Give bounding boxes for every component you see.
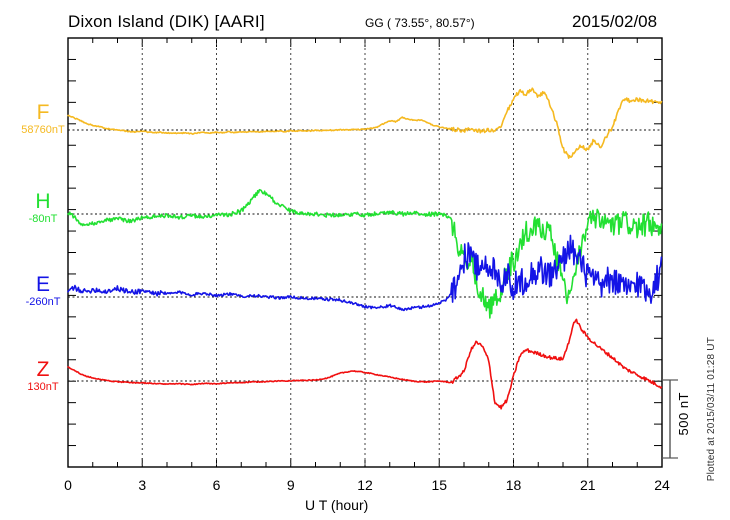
- x-tick-label: 6: [212, 477, 221, 493]
- x-tick-label: 15: [431, 477, 448, 493]
- component-baseline-e: -260nT: [25, 296, 61, 308]
- component-baseline-z: 130nT: [27, 381, 59, 393]
- component-name-h: H: [35, 190, 51, 213]
- observation-date: 2015/02/08: [572, 12, 658, 31]
- component-name-e: E: [35, 273, 50, 296]
- component-label-z: Z 130nT: [8, 358, 78, 394]
- x-tick-label: 0: [64, 477, 72, 493]
- x-tick-label: 24: [654, 477, 670, 493]
- x-tick-label: 9: [286, 477, 295, 493]
- trace-lines: [67, 87, 663, 410]
- x-tick-label: 21: [579, 477, 596, 493]
- component-label-h: H -80nT: [8, 190, 78, 226]
- grid-lines: [141, 38, 589, 467]
- component-name-z: Z: [36, 358, 50, 381]
- scale-bar: [662, 379, 678, 459]
- x-tick-label: 18: [505, 477, 522, 493]
- scale-bar-label: 500 nT: [676, 392, 691, 436]
- component-name-f: F: [36, 101, 50, 124]
- geographic-coordinates: GG ( 73.55°, 80.57°): [365, 16, 475, 30]
- component-baseline-f: 58760nT: [21, 124, 65, 136]
- component-baseline-h: -80nT: [28, 213, 58, 225]
- page-title: Dixon Island (DIK) [AARI]: [68, 12, 265, 31]
- component-label-f: F 58760nT: [8, 101, 78, 137]
- plotted-timestamp: Plotted at 2015/03/11 01:28 UT: [706, 337, 717, 482]
- x-tick-label: 3: [138, 477, 147, 493]
- x-axis-title: U T (hour): [305, 497, 369, 513]
- x-tick-label: 12: [357, 477, 373, 493]
- component-label-e: E -260nT: [8, 273, 78, 309]
